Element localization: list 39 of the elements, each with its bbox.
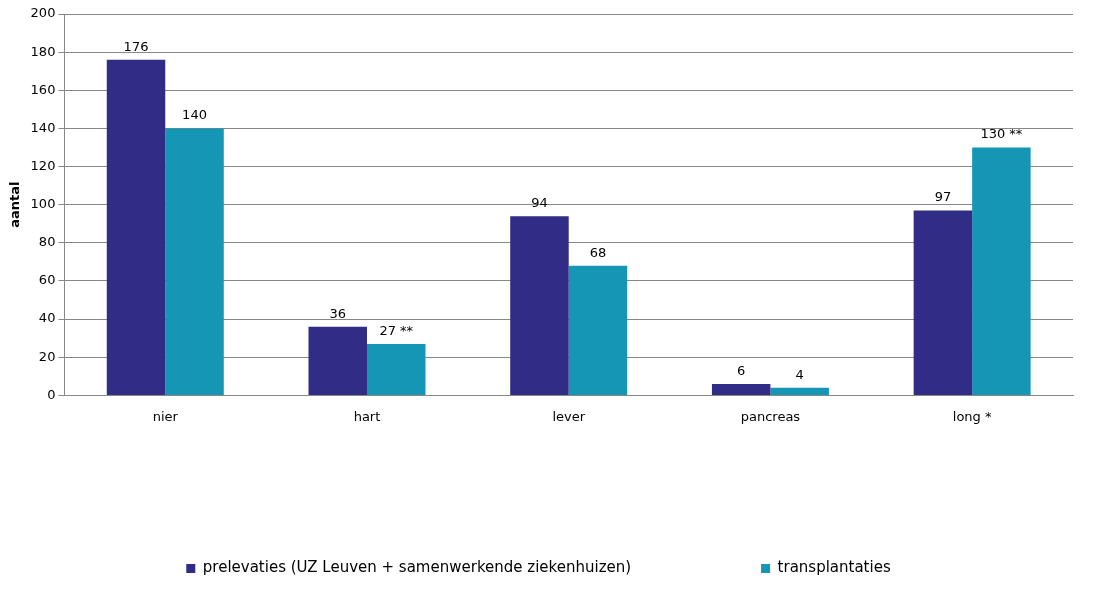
data-label: 27 ** xyxy=(379,322,414,338)
bar xyxy=(366,343,426,395)
bar xyxy=(711,383,771,395)
bar xyxy=(568,265,628,395)
y-tick-label: 100 xyxy=(30,196,56,212)
data-label: 6 xyxy=(737,362,746,378)
data-label: 176 xyxy=(123,38,149,54)
y-tick-label: 0 xyxy=(47,386,56,402)
x-tick-label: long * xyxy=(952,408,992,424)
x-tick-label: nier xyxy=(152,408,179,424)
y-tick-label: 200 xyxy=(30,5,56,21)
data-label: 68 xyxy=(589,244,607,260)
y-tick-label: 140 xyxy=(30,119,56,135)
y-tick-label: 120 xyxy=(30,157,56,173)
x-tick-label: pancreas xyxy=(740,408,801,424)
x-tick-label: lever xyxy=(552,408,586,424)
bar xyxy=(972,147,1031,395)
y-tick-label: 80 xyxy=(38,234,56,250)
data-label: 94 xyxy=(531,195,548,211)
legend-label: transplantaties xyxy=(777,558,891,577)
data-label: 4 xyxy=(795,366,804,382)
data-label: 130 ** xyxy=(980,126,1023,142)
y-tick-label: 20 xyxy=(38,348,56,364)
bar xyxy=(770,387,829,395)
x-tick-label: hart xyxy=(353,408,381,424)
bar xyxy=(308,326,367,395)
bar xyxy=(165,128,224,395)
y-tick-label: 40 xyxy=(38,310,56,326)
y-tick-label: 60 xyxy=(38,272,56,288)
y-tick-label: 180 xyxy=(30,43,56,59)
bar xyxy=(510,216,569,395)
data-label: 97 xyxy=(934,189,952,205)
bar xyxy=(106,59,166,395)
y-axis-title: aantal xyxy=(7,181,23,228)
bar xyxy=(913,210,973,395)
data-label: 140 xyxy=(182,107,207,123)
legend-label: prelevaties (UZ Leuven + samenwerkende ziekenhuizen) xyxy=(202,558,632,577)
data-label: 36 xyxy=(329,305,347,321)
y-tick-label: 160 xyxy=(30,81,56,97)
